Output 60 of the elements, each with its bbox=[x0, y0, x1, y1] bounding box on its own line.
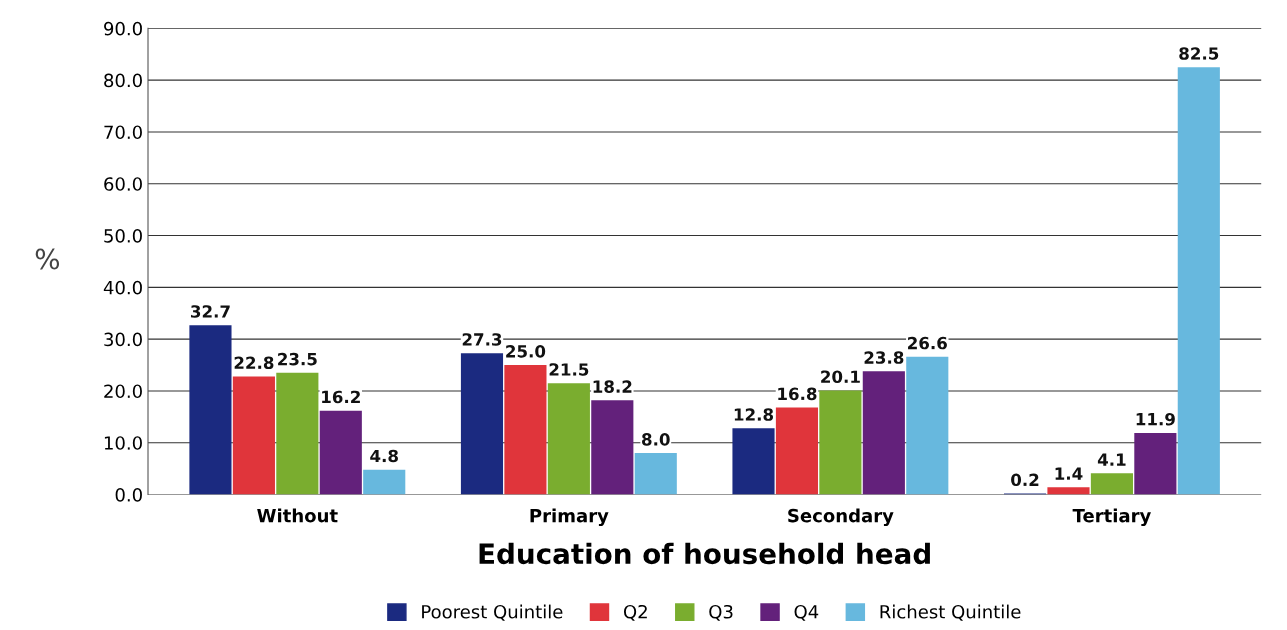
data-label: 11.9 bbox=[1136, 412, 1175, 426]
bar bbox=[862, 371, 905, 495]
bar bbox=[819, 390, 862, 495]
x-axis-title: Education of household head bbox=[479, 542, 930, 565]
data-label: 32.7 bbox=[191, 305, 230, 318]
y-tick-label: 30.0 bbox=[104, 332, 142, 347]
y-tick-label: 80.0 bbox=[104, 73, 142, 88]
legend-label: Q2 bbox=[623, 604, 647, 621]
data-label: 4.1 bbox=[1097, 453, 1126, 466]
data-label: 26.6 bbox=[908, 336, 947, 350]
bar bbox=[276, 372, 319, 495]
bar bbox=[775, 407, 819, 495]
data-label: 18.2 bbox=[593, 380, 632, 393]
legend-label: Q3 bbox=[709, 604, 733, 621]
y-tick-label: 0.0 bbox=[115, 488, 142, 502]
bar bbox=[189, 325, 232, 495]
data-label: 23.5 bbox=[278, 352, 317, 366]
y-tick-label: 20.0 bbox=[104, 384, 142, 399]
legend-label: Poorest Quintile bbox=[422, 604, 563, 621]
data-label: 16.2 bbox=[322, 390, 360, 404]
y-tick-label: 10.0 bbox=[104, 436, 142, 450]
x-tick-label: Primary bbox=[530, 508, 609, 527]
legend-label: Q4 bbox=[794, 604, 819, 621]
bar bbox=[1134, 432, 1177, 495]
bar bbox=[732, 428, 775, 495]
data-label: 20.1 bbox=[821, 370, 860, 384]
data-label: 23.8 bbox=[864, 351, 904, 364]
bar bbox=[504, 365, 547, 495]
data-label: 21.5 bbox=[549, 363, 589, 376]
bar bbox=[634, 453, 677, 495]
data-label: 8.0 bbox=[642, 433, 670, 446]
data-label: 82.5 bbox=[1179, 47, 1219, 60]
bar bbox=[1177, 67, 1220, 495]
bar bbox=[1090, 473, 1133, 495]
x-tick-label: Without bbox=[257, 508, 338, 523]
y-tick-label: 50.0 bbox=[104, 229, 142, 243]
y-tick-label: 60.0 bbox=[104, 177, 142, 191]
bar bbox=[363, 469, 406, 495]
data-label: 12.8 bbox=[734, 408, 774, 421]
x-tick-label: Secondary bbox=[788, 508, 894, 527]
bar bbox=[1047, 487, 1090, 495]
y-tick-label: 40.0 bbox=[103, 280, 142, 295]
x-tick-label: Tertiary bbox=[1072, 508, 1151, 527]
bar bbox=[591, 400, 634, 495]
bar bbox=[547, 383, 590, 495]
bar bbox=[232, 376, 275, 495]
data-label: 0.2 bbox=[1011, 473, 1039, 487]
y-tick-label: 90.0 bbox=[104, 21, 142, 36]
data-label: 4.8 bbox=[370, 449, 398, 463]
y-tick-label: 70.0 bbox=[104, 125, 142, 140]
data-label: 16.8 bbox=[778, 387, 817, 401]
data-label: 1.4 bbox=[1055, 467, 1083, 480]
bar bbox=[319, 410, 362, 495]
data-label: 25.0 bbox=[506, 345, 546, 358]
legend-label: Richest Quintile bbox=[880, 604, 1021, 621]
bar bbox=[460, 353, 504, 495]
data-label: 27.3 bbox=[462, 333, 502, 346]
data-label: 22.8 bbox=[234, 356, 274, 370]
y-axis-title: % bbox=[35, 248, 60, 270]
bar bbox=[906, 356, 949, 495]
